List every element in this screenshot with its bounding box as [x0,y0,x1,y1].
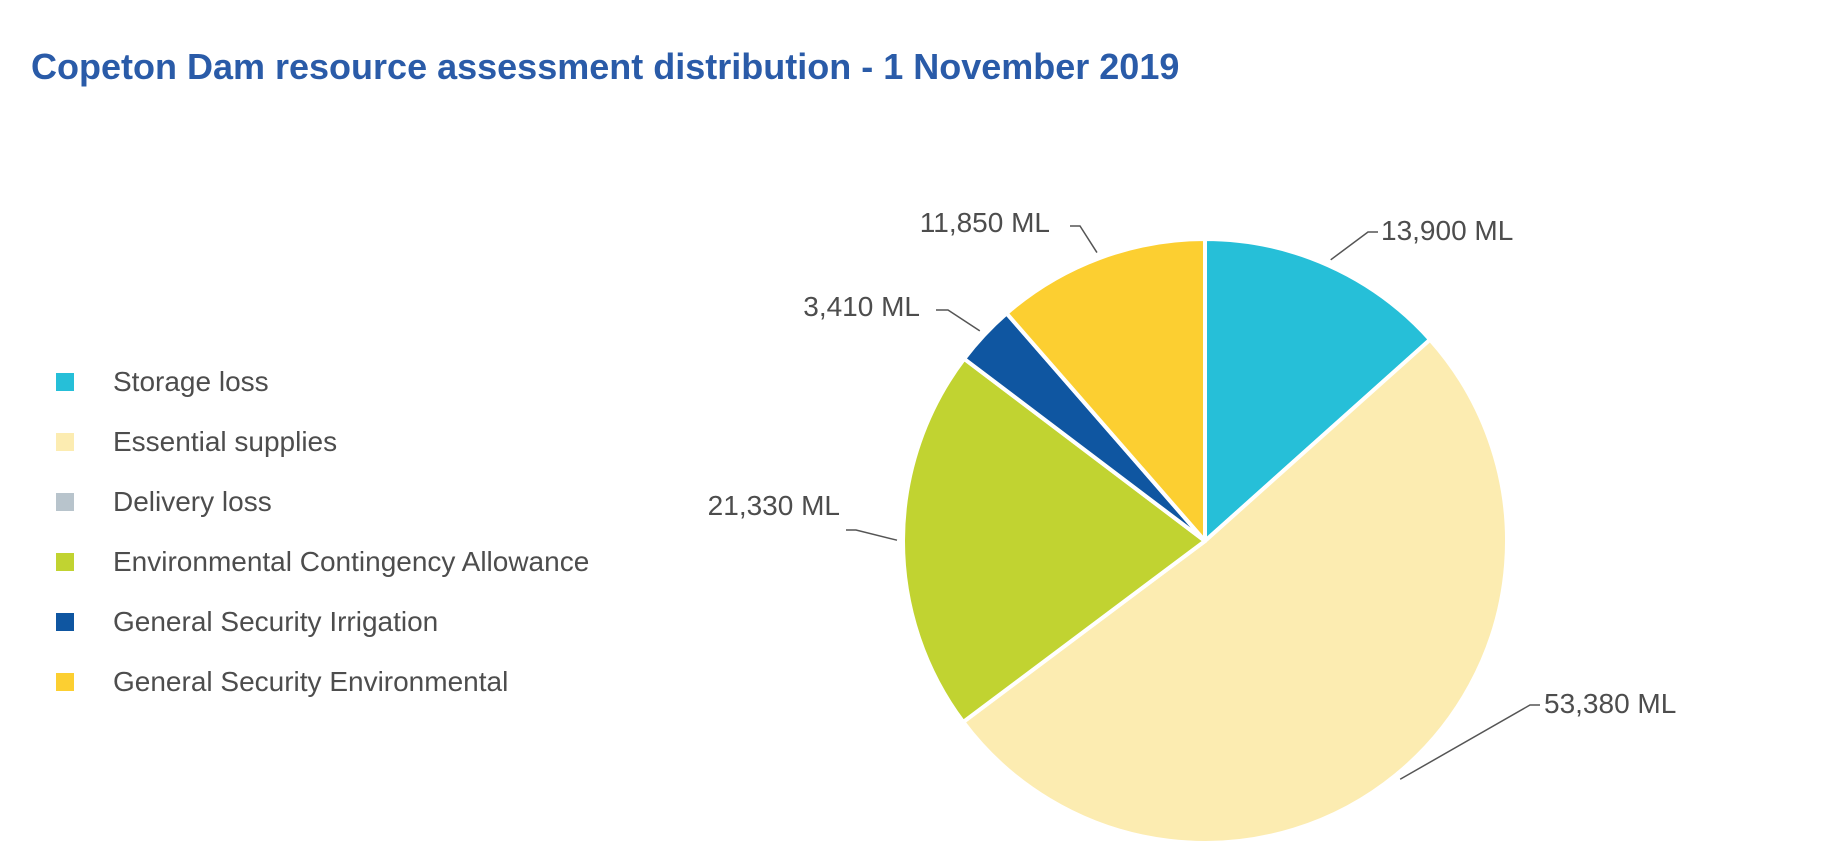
leader-line [1070,225,1098,253]
pie-slice-general-security-environmental [1004,237,1207,543]
legend-swatch [56,373,74,391]
data-label-general-security-environmental: 11,850 ML [920,207,1050,238]
legend-swatch [56,553,74,571]
data-label-storage-loss: 13,900 ML [1381,215,1513,246]
pie-slice-environmental-contingency-allowance [901,356,1207,724]
chart-title: Copeton Dam resource assessment distribu… [31,46,1180,87]
data-label-environmental-contingency-allowance: 21,330 ML [708,490,840,521]
legend-label: Environmental Contingency Allowance [113,546,590,577]
legend-swatch [56,613,74,631]
legend-label: Essential supplies [113,426,338,457]
data-label-general-security-irrigation: 3,410 ML [803,291,920,322]
legend-label: Storage loss [113,366,269,397]
legend-swatch [56,673,74,691]
leader-line [936,309,981,332]
leader-line [1399,704,1540,780]
leader-line [1330,231,1378,261]
data-label-essential-supplies: 53,380 ML [1544,688,1676,719]
data-labels: 13,900 ML 53,380 ML 21,330 ML 3,410 ML 11,85… [708,207,1677,719]
legend-swatch [56,493,74,511]
leader-lines [846,225,1540,780]
pie-slice-storage-loss [1203,237,1433,543]
legend-label: Delivery loss [113,486,272,517]
legend-label: General Security Irrigation [113,606,439,637]
legend-label: General Security Environmental [113,666,509,697]
pie-slices [901,237,1509,845]
pie-slice-essential-supplies [961,337,1509,845]
leader-line [846,529,898,541]
legend-swatch [56,433,74,451]
